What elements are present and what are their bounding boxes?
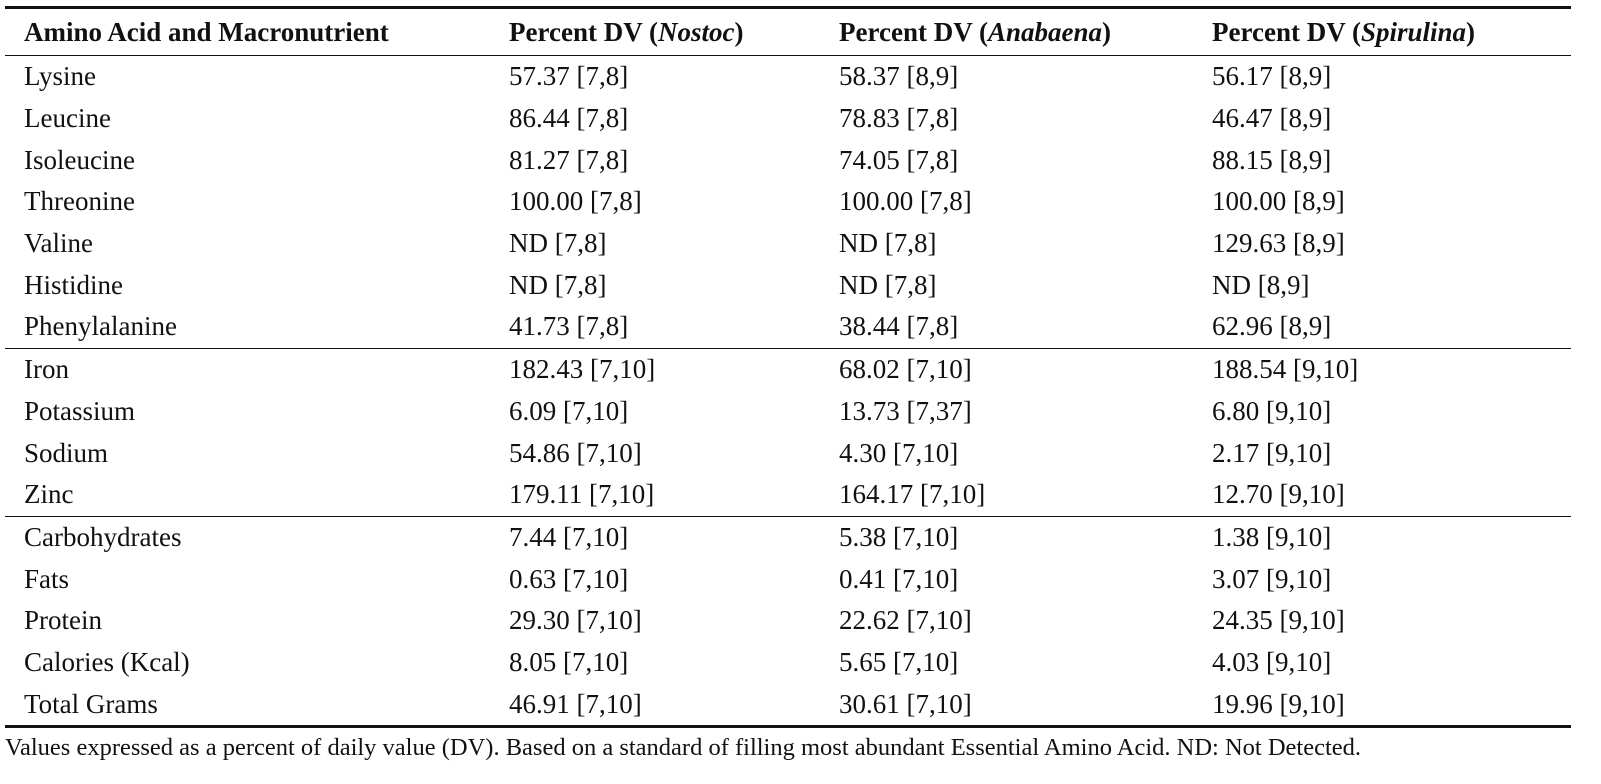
row-label: Leucine	[24, 103, 111, 134]
cell-spirulina: 19.96 [9,10]	[1193, 683, 1571, 729]
row-label: Carbohydrates	[24, 521, 182, 552]
cell-spirulina: 100.00 [8,9]	[1212, 186, 1345, 217]
header-species-spirulina: Spirulina	[1360, 16, 1467, 47]
cell-nostoc: 179.11 [7,10]	[490, 473, 820, 517]
cell-anabaena: 100.00 [7,8]	[839, 186, 972, 217]
cell-nostoc: 41.73 [7,8]	[490, 306, 820, 349]
row-label: Phenylalanine	[5, 306, 490, 349]
cell-nostoc: 0.63 [7,10]	[509, 563, 629, 594]
header-row: Amino Acid and Macronutrient Percent DV …	[5, 6, 1571, 56]
table-header: Amino Acid and Macronutrient Percent DV …	[5, 6, 1571, 56]
header-anabaena: Percent DV (Anabaena)	[820, 6, 1193, 56]
table-row: Sodium 54.86 [7,10] 4.30 [7,10] 2.17 [9,…	[5, 432, 1571, 474]
row-label: Valine	[24, 228, 93, 259]
row-label: Potassium	[24, 395, 136, 426]
cell-spirulina: 6.80 [9,10]	[1212, 395, 1332, 426]
cell-nostoc: 86.44 [7,8]	[509, 103, 629, 134]
table-row: Lysine 57.37 [7,8] 58.37 [8,9] 56.17 [8,…	[5, 56, 1571, 98]
cell-anabaena: 58.37 [8,9]	[839, 61, 959, 92]
row-label: Threonine	[24, 186, 135, 217]
cell-spirulina: 24.35 [9,10]	[1212, 605, 1345, 636]
header-nutrient: Amino Acid and Macronutrient	[5, 6, 490, 56]
header-spirulina: Percent DV (Spirulina)	[1193, 6, 1571, 56]
table-row: Protein 29.30 [7,10] 22.62 [7,10] 24.35 …	[5, 600, 1571, 642]
cell-nostoc: 8.05 [7,10]	[509, 646, 629, 677]
header-nostoc: Percent DV (Nostoc)	[490, 6, 820, 56]
header-suffix: )	[1101, 16, 1111, 47]
nutrient-table-container: Amino Acid and Macronutrient Percent DV …	[5, 6, 1571, 729]
cell-anabaena: 78.83 [7,8]	[839, 103, 959, 134]
cell-spirulina: 56.17 [8,9]	[1212, 61, 1332, 92]
cell-anabaena: 5.65 [7,10]	[839, 646, 959, 677]
header-prefix: Percent DV (	[509, 16, 658, 47]
cell-anabaena: 38.44 [7,8]	[820, 306, 1193, 349]
header-prefix: Percent DV (	[1212, 16, 1361, 47]
cell-spirulina: 88.15 [8,9]	[1212, 144, 1332, 175]
cell-anabaena: 30.61 [7,10]	[820, 683, 1193, 729]
cell-anabaena: 13.73 [7,37]	[839, 395, 972, 426]
row-label: Iron	[24, 354, 69, 385]
cell-nostoc: 6.09 [7,10]	[509, 395, 629, 426]
cell-spirulina: 2.17 [9,10]	[1212, 437, 1332, 468]
cell-anabaena: 5.38 [7,10]	[839, 521, 959, 552]
table-footnote: Values expressed as a percent of daily v…	[5, 734, 1361, 761]
cell-spirulina: 1.38 [9,10]	[1212, 521, 1332, 552]
row-label: Fats	[24, 563, 70, 594]
table-row: Zinc 179.11 [7,10] 164.17 [7,10] 12.70 […	[5, 473, 1571, 517]
cell-anabaena: 164.17 [7,10]	[820, 473, 1193, 517]
cell-nostoc: 54.86 [7,10]	[509, 437, 642, 468]
cell-nostoc: 7.44 [7,10]	[509, 521, 629, 552]
row-label: Protein	[24, 605, 102, 636]
table-row: Total Grams 46.91 [7,10] 30.61 [7,10] 19…	[5, 683, 1571, 729]
cell-spirulina: 46.47 [8,9]	[1212, 103, 1332, 134]
cell-spirulina: 12.70 [9,10]	[1193, 473, 1571, 517]
cell-nostoc: 57.37 [7,8]	[509, 61, 629, 92]
cell-spirulina: 3.07 [9,10]	[1212, 563, 1332, 594]
table-row: Isoleucine 81.27 [7,8] 74.05 [7,8] 88.15…	[5, 139, 1571, 181]
header-species-anabaena: Anabaena	[987, 16, 1102, 47]
row-label: Lysine	[24, 61, 96, 92]
row-label: Zinc	[5, 473, 490, 517]
cell-anabaena: ND [7,8]	[839, 228, 937, 259]
cell-spirulina: 4.03 [9,10]	[1212, 646, 1332, 677]
cell-anabaena: ND [7,8]	[839, 269, 937, 300]
cell-nostoc: 182.43 [7,10]	[509, 354, 656, 385]
table-row: Calories (Kcal) 8.05 [7,10] 5.65 [7,10] …	[5, 642, 1571, 684]
cell-spirulina: 188.54 [9,10]	[1212, 354, 1359, 385]
header-species-nostoc: Nostoc	[657, 16, 735, 47]
cell-nostoc: 29.30 [7,10]	[509, 605, 642, 636]
cell-spirulina: ND [8,9]	[1212, 269, 1310, 300]
table-row: Threonine 100.00 [7,8] 100.00 [7,8] 100.…	[5, 181, 1571, 223]
cell-nostoc: ND [7,8]	[509, 228, 607, 259]
cell-anabaena: 74.05 [7,8]	[839, 144, 959, 175]
table-body: Lysine 57.37 [7,8] 58.37 [8,9] 56.17 [8,…	[5, 56, 1571, 729]
table-row: Leucine 86.44 [7,8] 78.83 [7,8] 46.47 [8…	[5, 98, 1571, 140]
table-row: Valine ND [7,8] ND [7,8] 129.63 [8,9]	[5, 223, 1571, 265]
row-label: Histidine	[24, 269, 123, 300]
nutrient-table: Amino Acid and Macronutrient Percent DV …	[5, 6, 1571, 729]
cell-anabaena: 0.41 [7,10]	[839, 563, 959, 594]
cell-nostoc: 46.91 [7,10]	[490, 683, 820, 729]
table-row: Iron 182.43 [7,10] 68.02 [7,10] 188.54 […	[5, 348, 1571, 390]
table-row: Phenylalanine 41.73 [7,8] 38.44 [7,8] 62…	[5, 306, 1571, 349]
table-row: Fats 0.63 [7,10] 0.41 [7,10] 3.07 [9,10]	[5, 558, 1571, 600]
cell-nostoc: ND [7,8]	[509, 269, 607, 300]
cell-anabaena: 4.30 [7,10]	[839, 437, 959, 468]
table-row: Carbohydrates 7.44 [7,10] 5.38 [7,10] 1.…	[5, 516, 1571, 558]
cell-nostoc: 81.27 [7,8]	[509, 144, 629, 175]
row-label: Calories (Kcal)	[24, 646, 190, 677]
header-prefix: Percent DV (	[839, 16, 988, 47]
row-label: Sodium	[24, 437, 109, 468]
cell-spirulina: 129.63 [8,9]	[1212, 228, 1345, 259]
header-suffix: )	[734, 16, 744, 47]
row-label: Isoleucine	[24, 144, 135, 175]
cell-anabaena: 68.02 [7,10]	[839, 354, 972, 385]
table-row: Potassium 6.09 [7,10] 13.73 [7,37] 6.80 …	[5, 391, 1571, 433]
row-label: Total Grams	[5, 683, 490, 729]
header-suffix: )	[1466, 16, 1476, 47]
cell-spirulina: 62.96 [8,9]	[1193, 306, 1571, 349]
table-row: Histidine ND [7,8] ND [7,8] ND [8,9]	[5, 264, 1571, 306]
cell-anabaena: 22.62 [7,10]	[839, 605, 972, 636]
cell-nostoc: 100.00 [7,8]	[509, 186, 642, 217]
